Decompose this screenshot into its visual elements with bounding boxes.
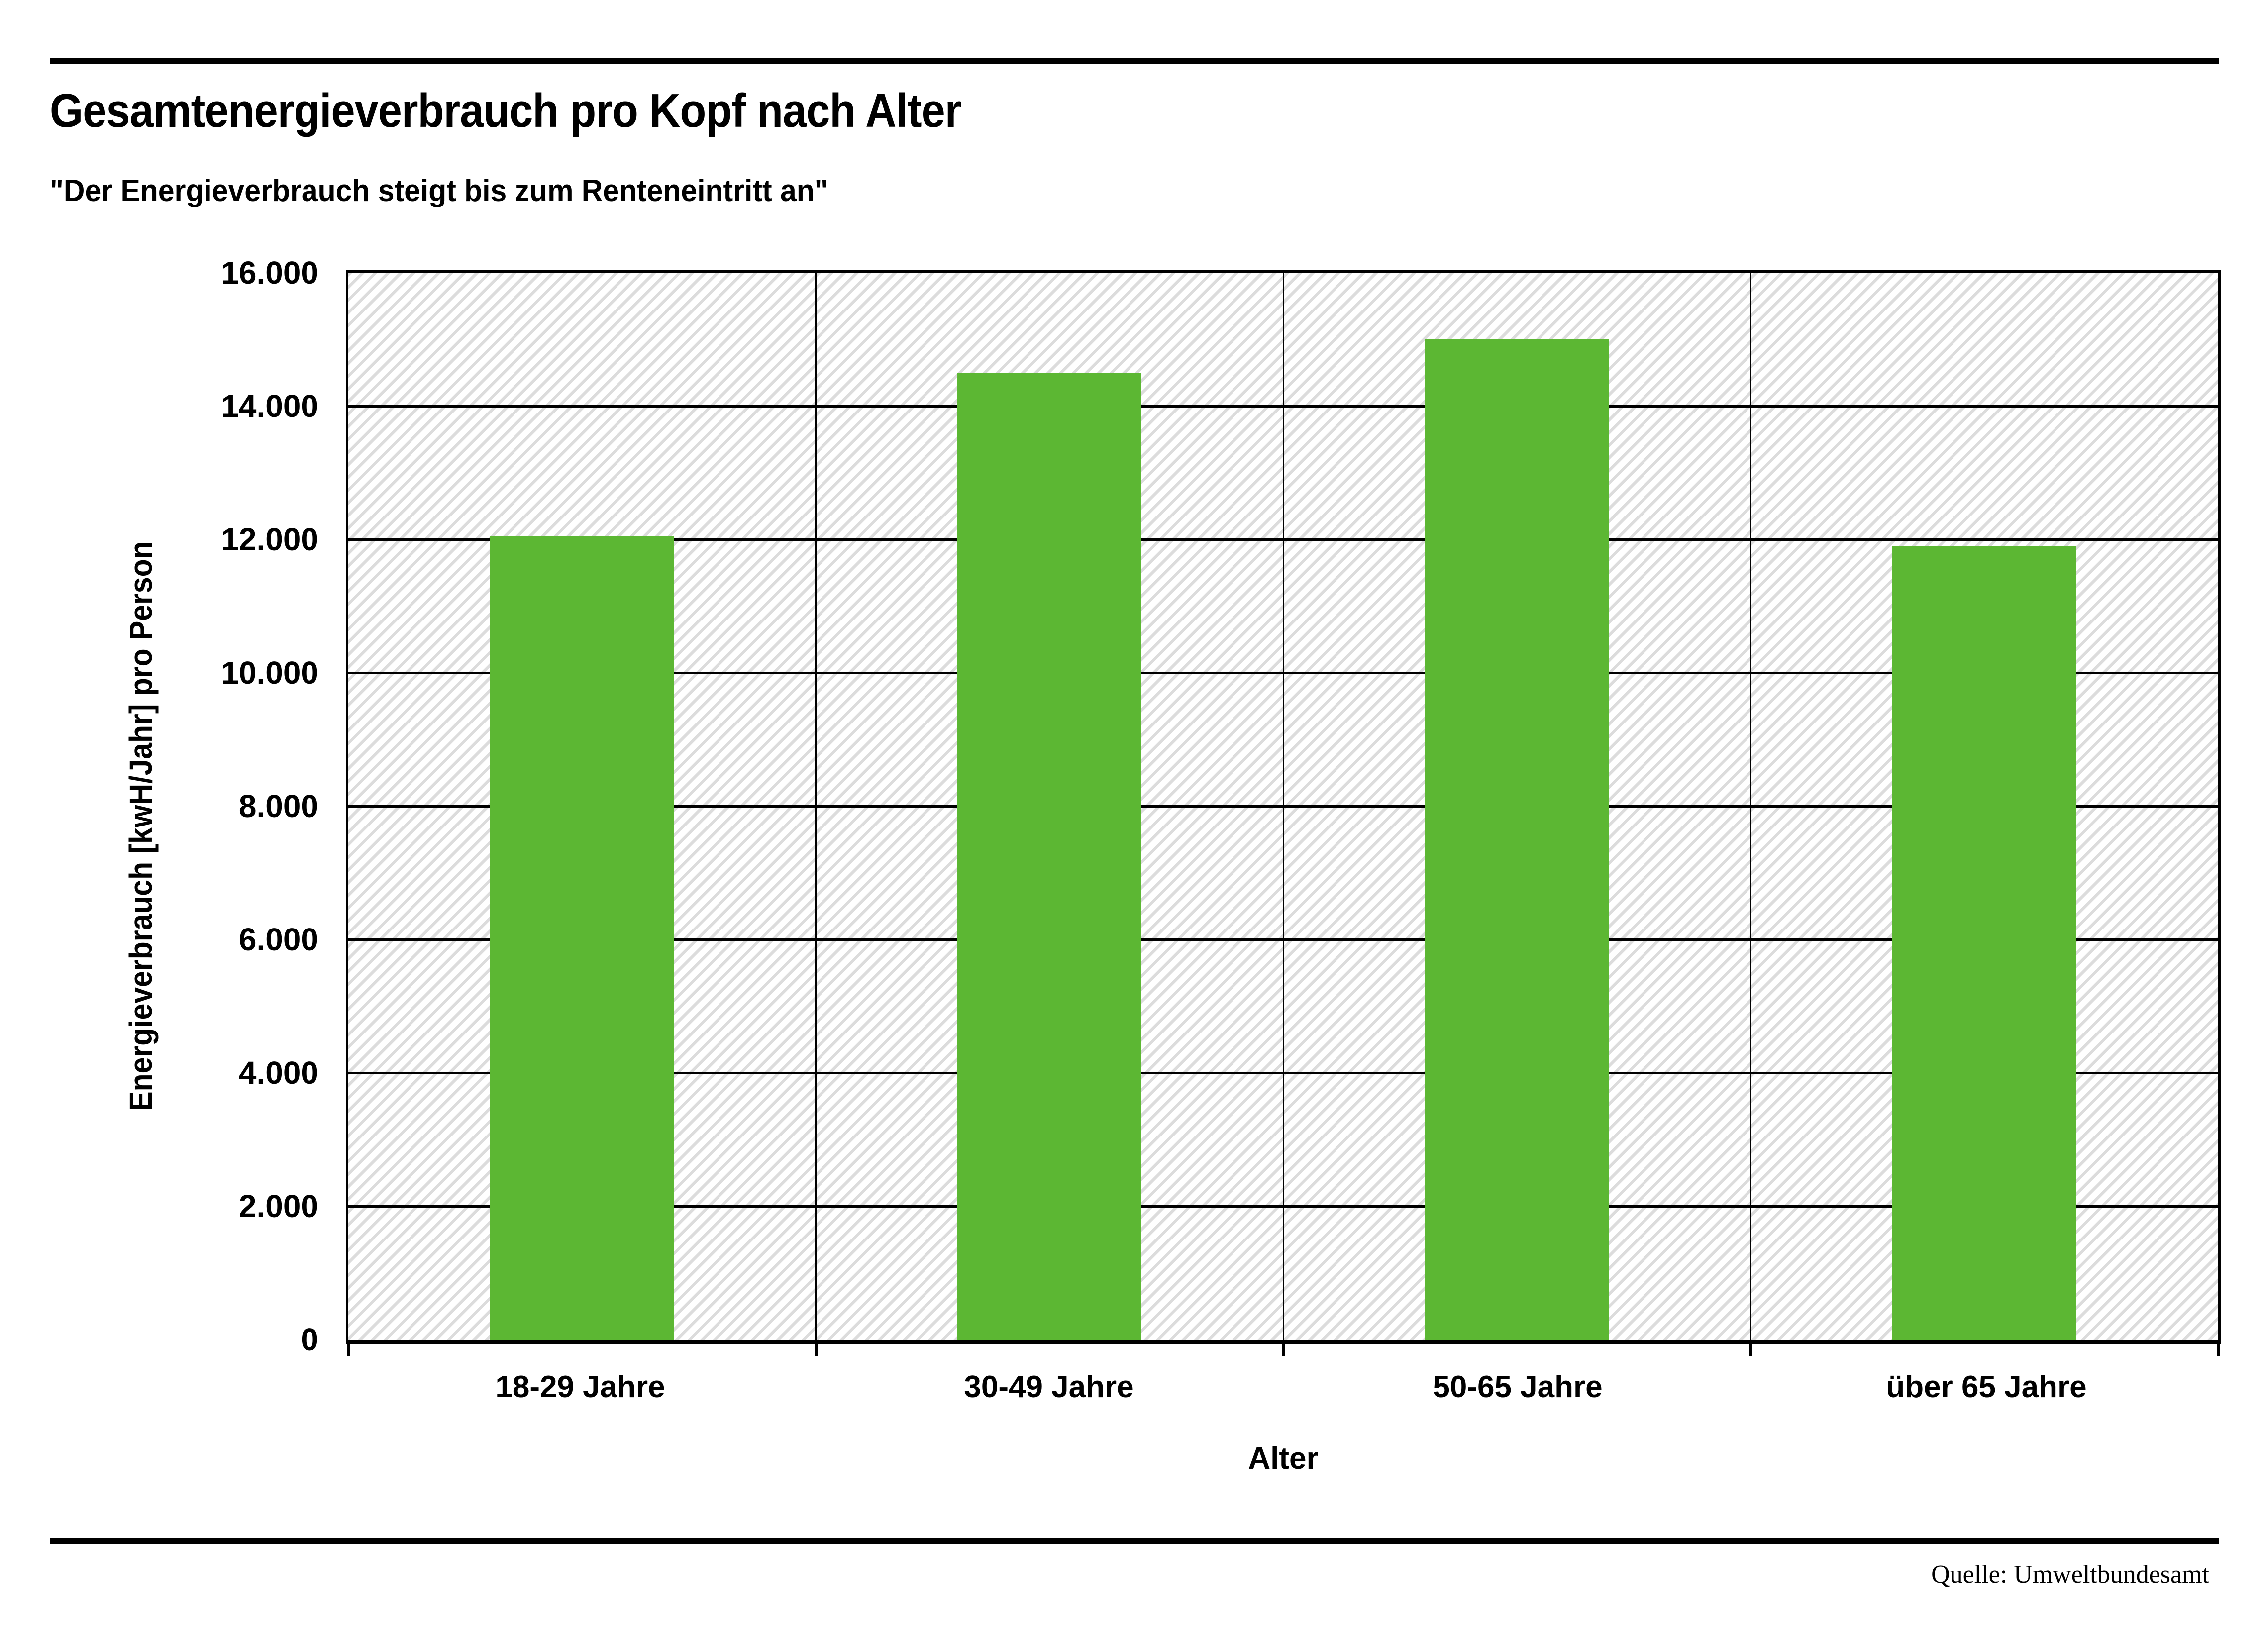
bar-30-49-jahre [957, 373, 1142, 1340]
y-tick-label: 12.000 [221, 521, 318, 557]
x-axis-title: Alter [1248, 1442, 1319, 1476]
y-tick-label: 10.000 [221, 655, 318, 691]
top-divider-rule [50, 58, 2219, 64]
x-axis-tick [814, 1344, 818, 1356]
bottom-divider-rule [50, 1538, 2219, 1544]
y-tick-label: 6.000 [238, 922, 318, 957]
x-tick-label: über 65 Jahre [1886, 1370, 2087, 1404]
gridline-vertical [815, 273, 817, 1340]
x-tick-label: 18-29 Jahre [495, 1370, 665, 1404]
x-axis-tick-labels: 18-29 Jahre 30-49 Jahre 50-65 Jahre über 65… [346, 1369, 2221, 1405]
chart-subtitle: "Der Energieverbrauch steigt bis zum Ren… [50, 174, 828, 208]
y-tick-label: 8.000 [238, 788, 318, 824]
x-tick-label: 30-49 Jahre [964, 1370, 1134, 1404]
x-tick-label: 50-65 Jahre [1433, 1370, 1603, 1404]
bar--ber-65-jahre [1892, 546, 2077, 1340]
x-axis-tick [1282, 1344, 1285, 1356]
x-axis-tick [1749, 1344, 1752, 1356]
y-tick-label: 4.000 [238, 1055, 318, 1091]
plot-area [346, 270, 2221, 1356]
chart-title: Gesamtenergieverbrauch pro Kopf nach Alt… [50, 84, 961, 137]
source-credit: Quelle: Umweltbundesamt [1931, 1560, 2209, 1589]
gridline-vertical [1750, 273, 1751, 1340]
y-tick-label: 14.000 [221, 388, 318, 424]
bar-18-29-jahre [490, 536, 674, 1340]
gridline-vertical [1282, 273, 1284, 1340]
y-tick-label: 2.000 [238, 1188, 318, 1224]
y-axis-tick-labels: 16.000 14.000 12.000 10.000 8.000 6.000 4.000 2… [50, 255, 318, 1357]
x-axis-tick [2217, 1344, 2220, 1356]
y-tick-label: 16.000 [221, 255, 318, 291]
y-tick-label: 0 [301, 1322, 318, 1357]
x-axis-tick [347, 1344, 350, 1356]
bar-50-65-jahre [1425, 339, 1609, 1340]
